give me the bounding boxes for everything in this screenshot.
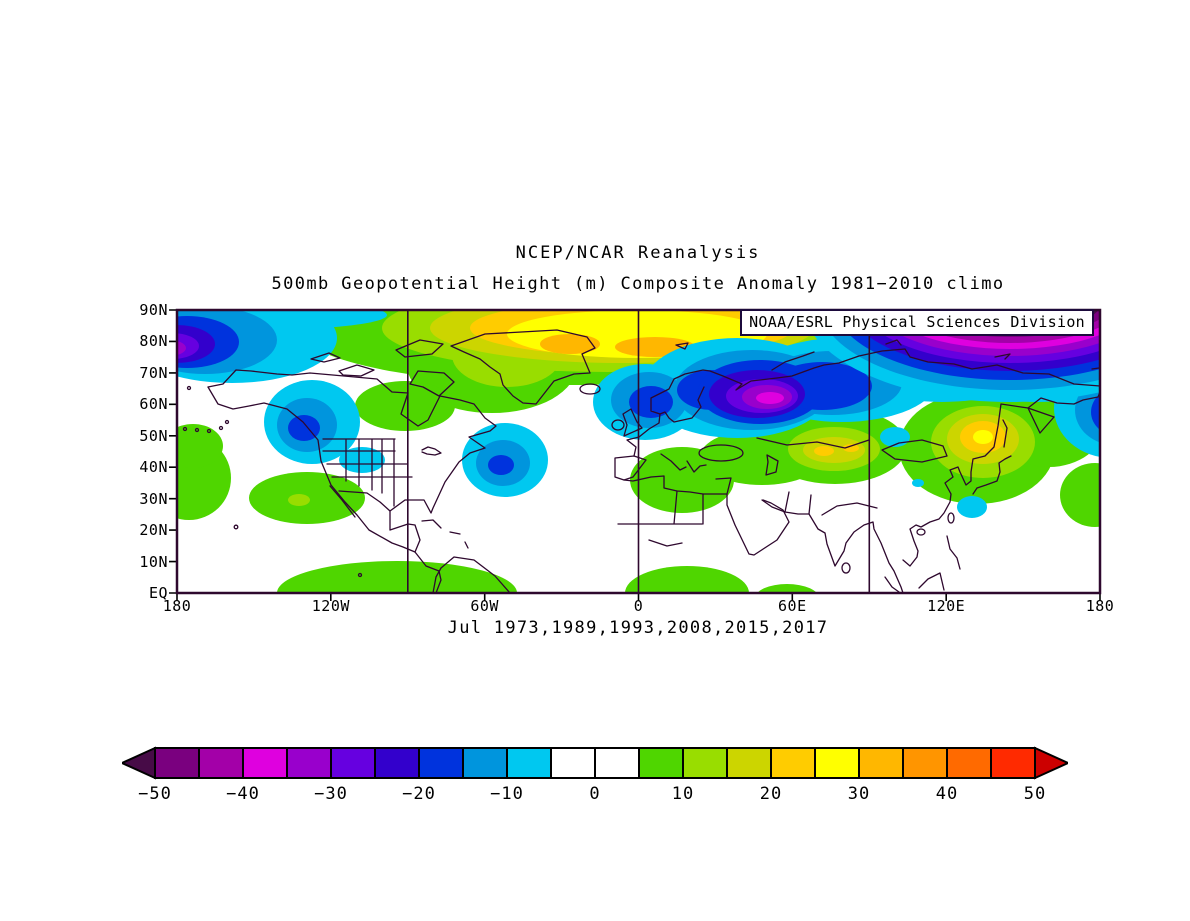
colorbar-cell <box>198 747 244 779</box>
colorbar-cell <box>946 747 992 779</box>
colorbar-cell <box>374 747 420 779</box>
colorbar-cell <box>242 747 288 779</box>
colorbar-cell <box>990 747 1036 779</box>
colorbar-cell <box>594 747 640 779</box>
colorbar-cell <box>858 747 904 779</box>
colorbar-tick-label: 20 <box>759 784 783 804</box>
x-axis-tick-label: 180 <box>162 597 192 615</box>
colorbar-tick-label: 50 <box>1023 784 1047 804</box>
island-dots <box>182 385 363 578</box>
colorbar-tick-label: −40 <box>226 784 260 804</box>
y-axis-tick-label: 40N <box>139 458 168 477</box>
page-subtitle: 500mb Geopotential Height (m) Composite … <box>271 274 1005 294</box>
composite-anomaly-map <box>169 308 1102 601</box>
y-axis-tick-label: EQ <box>148 583 168 602</box>
y-axis-tick-label: 70N <box>139 363 168 382</box>
colorbar-cell <box>506 747 552 779</box>
colorbar-tick-label: −20 <box>402 784 436 804</box>
y-axis-tick-label: 30N <box>139 489 168 508</box>
colorbar-tick-label: −50 <box>138 784 172 804</box>
colorbar-cell <box>814 747 860 779</box>
colorbar-swatches <box>119 746 1071 780</box>
attribution-box: NOAA/ESRL Physical Sciences Division <box>740 309 1094 336</box>
colorbar-left-arrow <box>119 746 156 780</box>
colorbar-cell <box>418 747 464 779</box>
x-axis-tick-label: 120E <box>927 597 966 615</box>
colorbar-cell <box>286 747 332 779</box>
colorbar-cell <box>638 747 684 779</box>
colorbar-cell <box>330 747 376 779</box>
colorbar-tick-label: −10 <box>490 784 524 804</box>
graticule-lines <box>407 310 871 593</box>
colorbar-cell <box>726 747 772 779</box>
colorbar-tick-label: −30 <box>314 784 348 804</box>
axis-ticks <box>169 309 1101 601</box>
composite-caption: Jul 1973,1989,1993,2008,2015,2017 <box>447 618 829 638</box>
colorbar-tick-label: 10 <box>671 784 695 804</box>
y-axis-tick-label: 90N <box>139 301 168 319</box>
colorbar-right-arrow <box>1034 746 1071 780</box>
colorbar-cell <box>682 747 728 779</box>
map-frame <box>175 308 1102 595</box>
x-axis-tick-label: 120W <box>311 597 350 615</box>
colorbar-cell <box>902 747 948 779</box>
x-axis-tick-label: 0 <box>633 597 644 615</box>
colorbar-tick-label: 0 <box>589 784 601 804</box>
y-axis-tick-label: 50N <box>139 426 168 445</box>
x-axis-tick-label: 60W <box>470 597 499 615</box>
coastline-layer <box>182 329 1100 593</box>
colorbar-cell <box>550 747 596 779</box>
colorbar-cell <box>770 747 816 779</box>
x-axis-tick-label: 180 <box>1085 597 1115 615</box>
y-axis-tick-label: 60N <box>139 395 168 414</box>
colorbar: −50 −40 −30 −20 −10 0 10 20 30 40 50 <box>119 746 1071 808</box>
colorbar-tick-label: 30 <box>847 784 871 804</box>
y-axis-tick-label: 80N <box>139 332 168 351</box>
page-title: NCEP/NCAR Reanalysis <box>515 243 761 263</box>
colorbar-tick-label: 40 <box>935 784 959 804</box>
colorbar-cell <box>154 747 200 779</box>
y-axis-tick-label: 10N <box>139 552 168 571</box>
y-axis-tick-label: 20N <box>139 521 168 540</box>
colorbar-cell <box>462 747 508 779</box>
x-axis-tick-label: 60E <box>778 597 807 615</box>
